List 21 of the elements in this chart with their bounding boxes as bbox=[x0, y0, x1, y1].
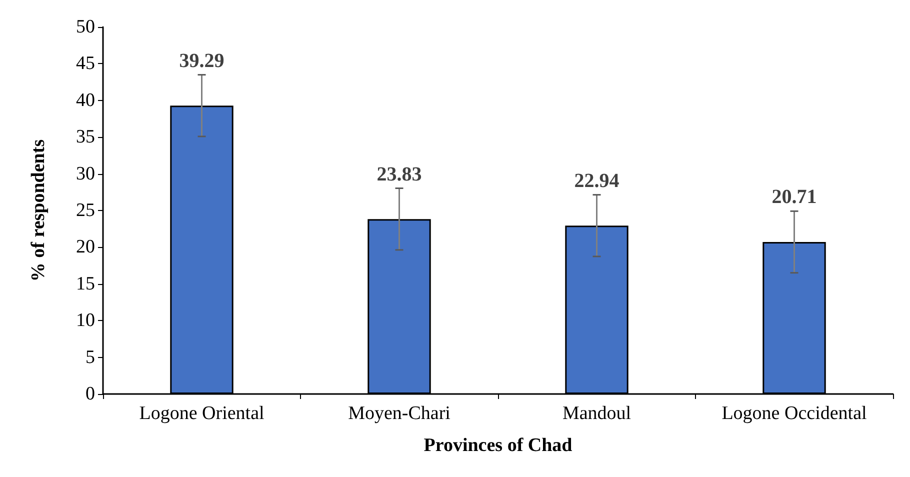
x-tick-label: Logone Oriental bbox=[139, 403, 264, 424]
data-label: 20.71 bbox=[772, 186, 817, 208]
y-axis-title: % of respondents bbox=[28, 139, 49, 282]
y-tick-label: 15 bbox=[76, 273, 95, 294]
data-label: 22.94 bbox=[574, 170, 620, 192]
x-tick-label: Logone Occidental bbox=[722, 403, 867, 424]
y-tick-label: 35 bbox=[76, 126, 95, 148]
y-tick-label: 30 bbox=[76, 163, 95, 184]
y-tick-label: 0 bbox=[86, 384, 95, 404]
data-label: 39.29 bbox=[179, 50, 224, 72]
y-tick-label: 20 bbox=[76, 236, 95, 258]
y-tick-label: 40 bbox=[76, 90, 95, 111]
y-tick-label: 5 bbox=[86, 346, 95, 368]
x-axis-title: Provinces of Chad bbox=[424, 435, 573, 456]
data-label: 23.83 bbox=[376, 163, 422, 186]
y-tick-label: 10 bbox=[76, 310, 95, 332]
x-tick-label: Moyen-Chari bbox=[348, 403, 450, 424]
y-tick-label: 45 bbox=[76, 53, 95, 74]
y-tick-label: 50 bbox=[76, 16, 95, 38]
x-tick-label: Mandoul bbox=[562, 403, 632, 424]
y-tick-label: 25 bbox=[76, 200, 95, 221]
